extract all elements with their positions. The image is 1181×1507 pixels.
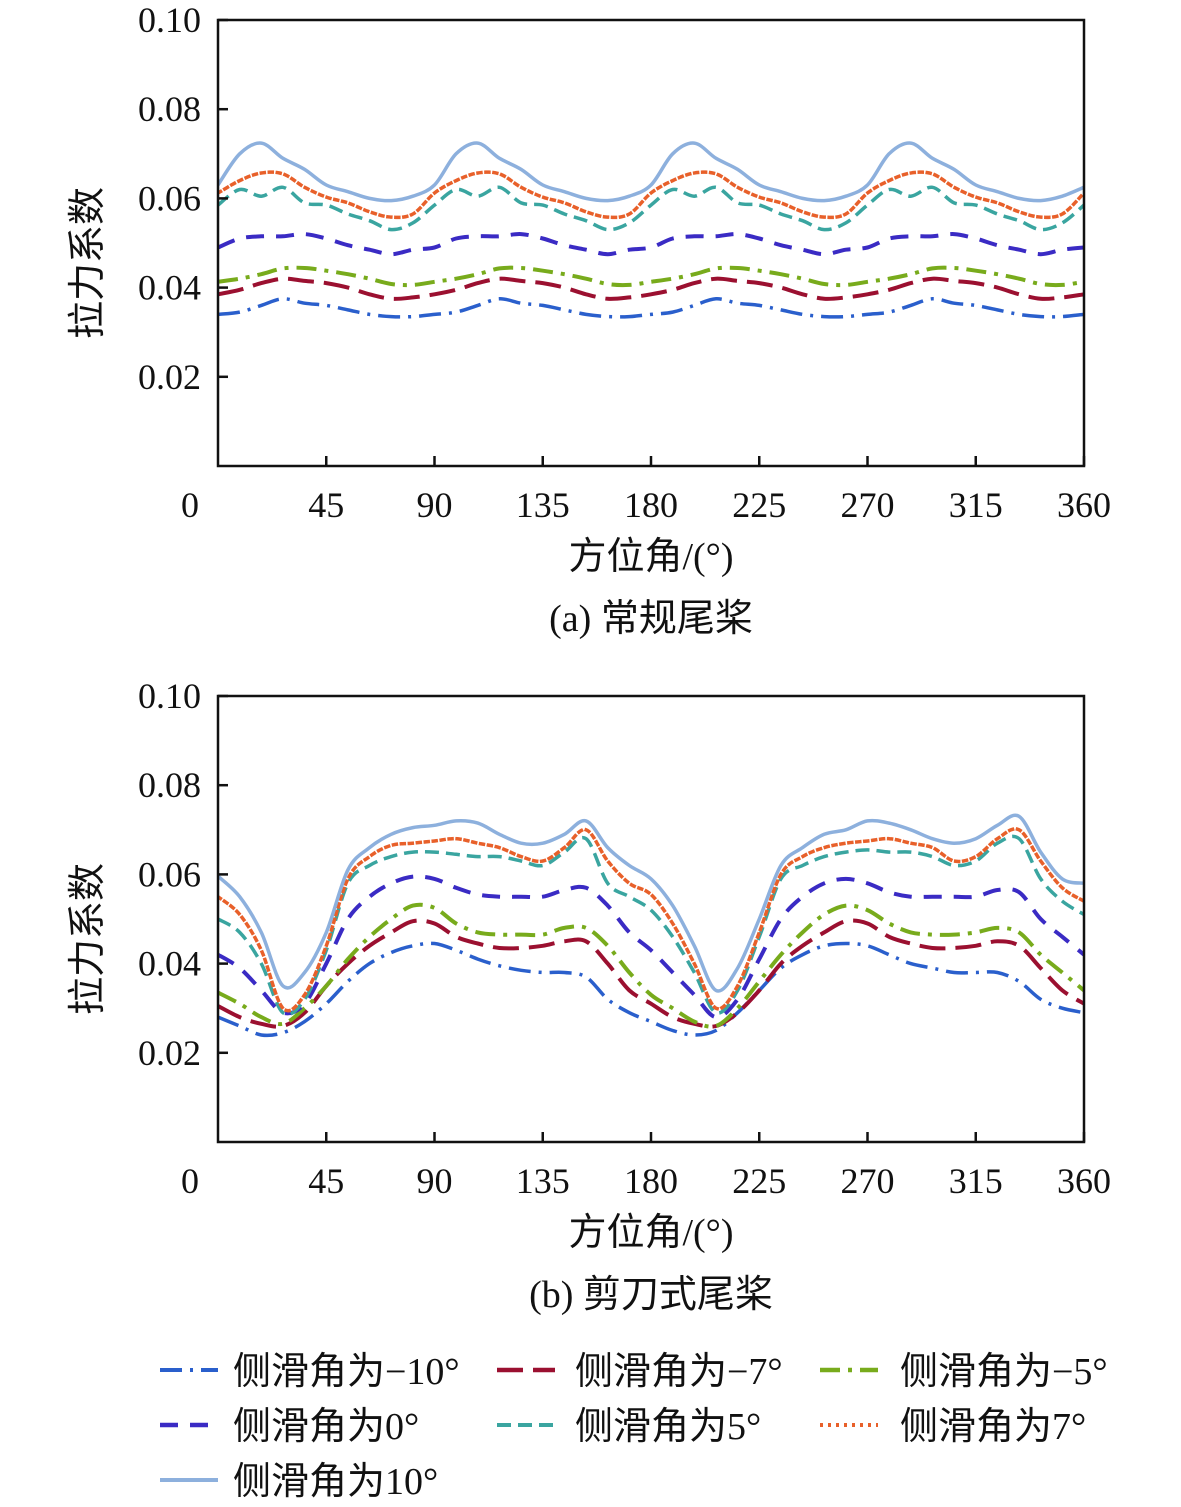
x-tick-label: 225 <box>732 485 786 525</box>
plot-panel-a: 0 45 90 135 180 225 270 315 360 0.02 0.04 0.06 0.08 0… <box>67 0 1111 640</box>
y-tick-label: 0.02 <box>138 357 201 397</box>
series-line-5 <box>218 827 1084 1013</box>
legend-label: 侧滑角为0° <box>233 1406 419 1448</box>
legend-label: 侧滑角为7° <box>900 1406 1086 1448</box>
series-line-5 <box>218 170 1084 220</box>
x-tick-label: 135 <box>516 1161 570 1201</box>
series-line-6 <box>218 813 1084 993</box>
x-axis-label: 方位角/(°) <box>568 536 733 578</box>
x-tick-label: 45 <box>308 1161 344 1201</box>
series-line-3 <box>218 232 1084 257</box>
y-axis-label: 拉力系数 <box>67 863 109 1015</box>
legend: 侧滑角为−10° 侧滑角为−7° 侧滑角为−5° 侧滑角为0° 侧滑角为5° 侧滑角为7°… <box>160 1351 1108 1503</box>
y-tick-label: 0.08 <box>138 765 201 805</box>
series-line-4 <box>218 834 1084 1017</box>
x-axis-label: 方位角/(°) <box>568 1212 733 1254</box>
y-tick-label: 0.02 <box>138 1033 201 1073</box>
series-line-2 <box>218 902 1084 1029</box>
x-tick-label: 315 <box>949 1161 1003 1201</box>
legend-label: 侧滑角为−10° <box>233 1351 460 1393</box>
y-axis-label: 拉力系数 <box>67 187 109 339</box>
legend-item: 侧滑角为5° <box>497 1406 761 1448</box>
x-tick-label: 0 <box>181 485 199 525</box>
legend-label: 侧滑角为−5° <box>900 1351 1108 1393</box>
legend-item: 侧滑角为−7° <box>497 1351 783 1393</box>
series-line-3 <box>218 874 1084 1020</box>
legend-item: 侧滑角为−5° <box>820 1351 1108 1393</box>
legend-label: 侧滑角为−7° <box>575 1351 783 1393</box>
y-tick-label: 0.10 <box>138 676 201 716</box>
x-tick-label: 180 <box>624 485 678 525</box>
series-line-6 <box>218 141 1084 203</box>
y-tick-label: 0.08 <box>138 89 201 129</box>
x-tick-label: 360 <box>1057 485 1111 525</box>
x-tick-label: 360 <box>1057 1161 1111 1201</box>
x-tick-label: 0 <box>181 1161 199 1201</box>
panel-caption: (b) 剪刀式尾桨 <box>529 1274 773 1316</box>
x-tick-label: 135 <box>516 485 570 525</box>
y-tick-label: 0.06 <box>138 854 201 894</box>
series-group <box>218 813 1084 1038</box>
series-line-1 <box>218 276 1084 301</box>
series-line-4 <box>218 185 1084 232</box>
x-tick-label: 180 <box>624 1161 678 1201</box>
series-line-2 <box>218 265 1084 288</box>
plot-frame <box>216 694 1086 1144</box>
x-tick-label: 90 <box>417 1161 453 1201</box>
legend-label: 侧滑角为10° <box>233 1461 438 1503</box>
legend-item: 侧滑角为−10° <box>160 1351 460 1393</box>
x-tick-label: 225 <box>732 1161 786 1201</box>
x-tick-label: 45 <box>308 485 344 525</box>
legend-item: 侧滑角为10° <box>160 1461 438 1503</box>
series-line-1 <box>218 918 1084 1029</box>
panel-caption: (a) 常规尾桨 <box>549 598 753 640</box>
y-tick-label: 0.10 <box>138 0 201 40</box>
y-tick-label: 0.04 <box>138 268 201 308</box>
x-tick-label: 270 <box>841 1161 895 1201</box>
legend-item: 侧滑角为7° <box>820 1406 1086 1448</box>
x-tick-label: 90 <box>417 485 453 525</box>
x-tick-label: 315 <box>949 485 1003 525</box>
x-tick-label: 270 <box>841 485 895 525</box>
plot-frame <box>216 18 1086 468</box>
plot-panel-b: 0 45 90 135 180 225 270 315 360 0.02 0.04 0.06 0.08 0… <box>67 676 1111 1316</box>
series-group <box>218 141 1084 319</box>
series-line-0 <box>218 941 1084 1038</box>
y-tick-label: 0.04 <box>138 944 201 984</box>
legend-label: 侧滑角为5° <box>575 1406 761 1448</box>
legend-item: 侧滑角为0° <box>160 1406 419 1448</box>
y-tick-label: 0.06 <box>138 178 201 218</box>
series-line-0 <box>218 297 1084 319</box>
